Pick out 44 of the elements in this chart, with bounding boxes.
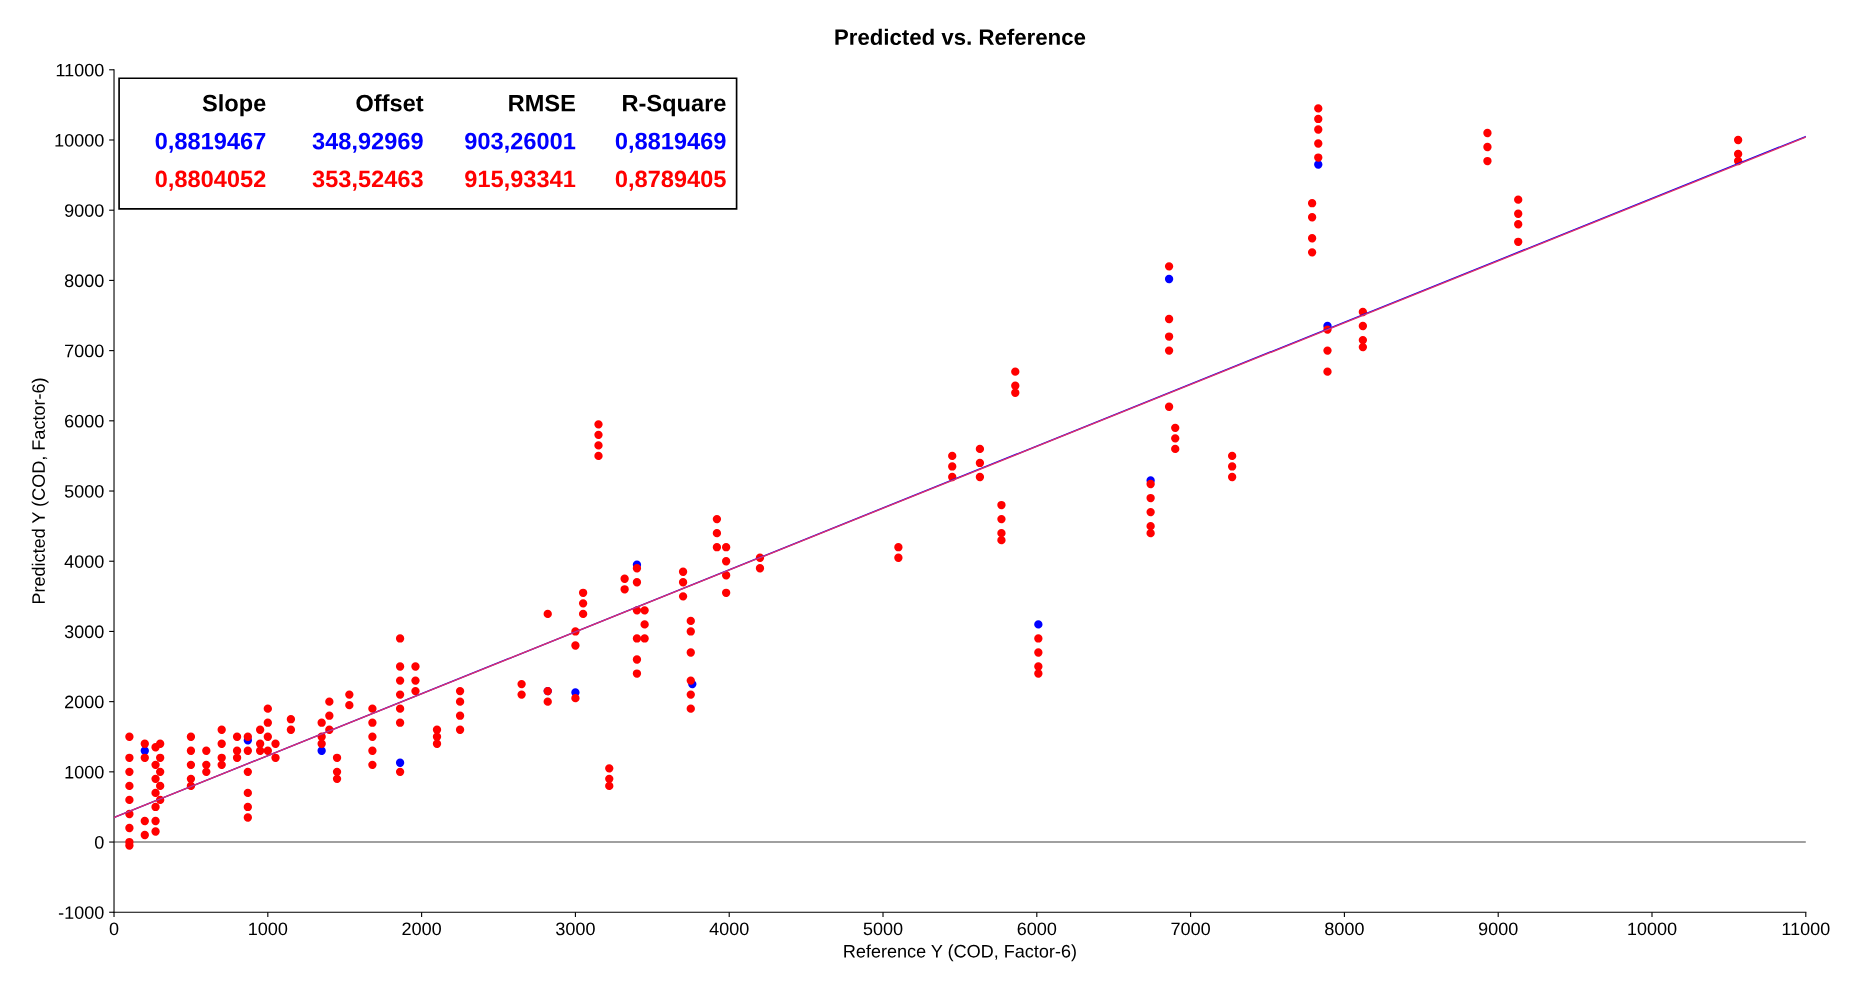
y-tick-label: 6000 xyxy=(65,414,104,428)
x-tick-label: 10000 xyxy=(1628,922,1677,936)
point xyxy=(395,758,405,767)
y-tick-label: 3000 xyxy=(64,625,104,639)
annotation: R-Square xyxy=(623,94,726,117)
x-tick-label: 0 xyxy=(109,922,119,936)
annotation: Slope xyxy=(202,94,266,117)
x-tick-label: 3000 xyxy=(556,922,595,936)
annotation: 0,8804052 xyxy=(155,170,266,191)
annotation: RMSE xyxy=(509,94,575,112)
point xyxy=(1314,160,1323,169)
x-axis-title: Reference Y (COD, Factor-6) xyxy=(844,944,1076,962)
x-tick-label: 4000 xyxy=(709,922,749,936)
y-tick-label: 10000 xyxy=(55,133,104,147)
annotation: Offset xyxy=(356,94,424,112)
x-tick-label: 5000 xyxy=(863,922,903,936)
x-tick-label: 8000 xyxy=(1325,922,1364,936)
x-tick-label: 7000 xyxy=(1171,922,1210,936)
y-tick-label: -1000 xyxy=(58,906,104,919)
y-axis-title: Predicted Y (COD, Factor-6) xyxy=(31,378,49,604)
y-tick-label: 11000 xyxy=(56,63,104,77)
annotation: 0,8819469 xyxy=(615,132,726,153)
annotation: 348,92969 xyxy=(312,132,423,153)
x-tick-label: 1000 xyxy=(249,922,288,936)
x-tick-label: 2000 xyxy=(402,922,441,936)
y-tick-label: 7000 xyxy=(65,344,104,358)
x-tick-label: 6000 xyxy=(1017,922,1057,936)
y-tick-label: 0 xyxy=(94,835,104,849)
chart-title: Predicted vs. Reference xyxy=(835,28,1086,46)
y-tick-label: 9000 xyxy=(64,204,104,217)
annotation: 353,52463 xyxy=(312,170,423,191)
y-tick-label: 8000 xyxy=(64,274,104,288)
annotation: 0,8789405 xyxy=(615,170,726,191)
y-tick-label: 4000 xyxy=(64,555,104,568)
y-tick-label: 1000 xyxy=(65,765,104,779)
annotation: 0,8819467 xyxy=(155,132,266,153)
point xyxy=(1164,274,1174,284)
point xyxy=(1034,620,1043,629)
annotation: 903,26001 xyxy=(465,132,576,153)
x-tick-label: 11000 xyxy=(1782,922,1830,936)
annotation: 915,93341 xyxy=(465,170,576,191)
y-tick-label: 2000 xyxy=(65,695,104,709)
x-tick-label: 9000 xyxy=(1478,922,1518,936)
y-tick-label: 5000 xyxy=(64,484,104,498)
